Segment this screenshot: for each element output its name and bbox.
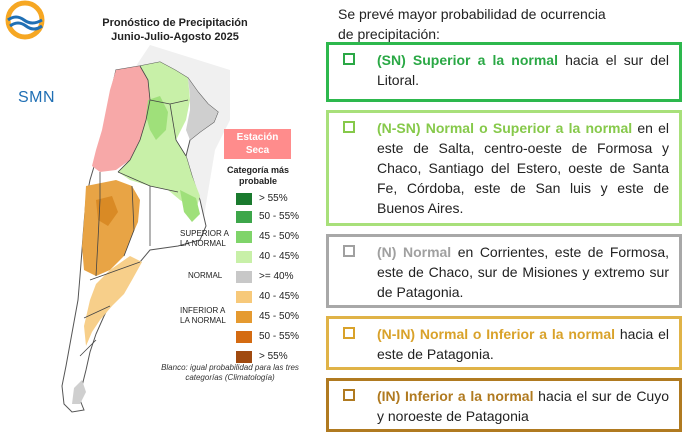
intro-line1: Se prevé mayor probabilidad de ocurrenci…: [338, 6, 606, 22]
note-line2: categorías (Climatología): [185, 373, 275, 382]
category-description: hacia el este de Patagonia.: [377, 326, 669, 362]
legend-label: 50 - 55%: [259, 211, 300, 222]
argentina-map: [61, 45, 230, 413]
category-description: hacia el sur de Cuyo y noroeste de Patag…: [377, 388, 669, 424]
smn-logo-text: SMN: [18, 89, 56, 106]
intro-line2: de precipitación:: [338, 26, 440, 42]
category-box: (N-SN) Normal o Superior a la normal en …: [326, 110, 682, 226]
legend-label: >= 40%: [259, 271, 294, 282]
category-description: en el este de Salta, centro-oeste de For…: [377, 120, 669, 216]
map-title-line1: Pronóstico de Precipitación: [102, 17, 248, 29]
region-superior-litoral: [180, 190, 200, 222]
dry-station-line1: Estación: [236, 132, 279, 143]
legend-group-inferior: INFERIOR A LA NORMAL: [180, 306, 226, 326]
legend-label: 40 - 45%: [259, 251, 300, 262]
legend-swatch: [236, 231, 252, 243]
legend-heading-line2: probable: [238, 176, 277, 186]
forecast-map-panel: Pronóstico de Precipitación Junio-Julio-…: [0, 0, 320, 441]
category-lead: (SN) Superior a la normal: [377, 52, 558, 68]
map-title: Pronóstico de Precipitación Junio-Julio-…: [60, 16, 290, 44]
legend-swatch: [236, 193, 252, 205]
legend-group-superior: SUPERIOR A LA NORMAL: [180, 229, 229, 249]
region-normal-south: [72, 380, 86, 404]
climatology-note: Blanco: igual probabilidad para las tres…: [140, 363, 320, 383]
legend-swatch: [236, 311, 252, 323]
category-lead: (N-IN) Normal o Inferior a la normal: [377, 326, 616, 342]
legend-swatch: [236, 211, 252, 223]
legend-group-superior-line1: SUPERIOR A: [180, 229, 229, 238]
category-description: hacia el sur del Litoral.: [377, 52, 669, 88]
checkbox-icon: [343, 245, 355, 257]
legend-label: 45 - 50%: [259, 231, 300, 242]
category-box: (IN) Inferior a la normal hacia el sur d…: [326, 378, 682, 432]
legend-group-normal: NORMAL: [188, 271, 223, 280]
legend-swatch: [236, 351, 252, 363]
category-lead: (N) Normal: [377, 244, 452, 260]
province-borders: [79, 65, 189, 357]
checkbox-icon: [343, 53, 355, 65]
legend-swatch: [236, 251, 252, 263]
note-line1: Blanco: igual probabilidad para las tres: [161, 363, 299, 372]
legend-swatch: [236, 291, 252, 303]
region-normal-or-inferior: [84, 256, 142, 346]
category-box: (N-IN) Normal o Inferior a la normal hac…: [326, 316, 682, 370]
category-lead: (N-SN) Normal o Superior a la normal: [377, 120, 633, 136]
checkbox-icon: [343, 121, 355, 133]
legend-label: > 55%: [259, 193, 288, 204]
legend-heading: Categoría más probable: [218, 165, 298, 187]
region-superior: [146, 96, 168, 140]
legend-label: 40 - 45%: [259, 291, 300, 302]
legend-label: 45 - 50%: [259, 311, 300, 322]
region-dry-station: [92, 66, 150, 172]
smn-logo-icon: [5, 0, 45, 40]
map-title-line2: Junio-Julio-Agosto 2025: [111, 31, 239, 43]
legend-swatch: [236, 271, 252, 283]
legend-heading-line1: Categoría más: [226, 165, 290, 175]
legend-swatch: [236, 331, 252, 343]
checkbox-icon: [343, 389, 355, 401]
legend-group-superior-line2: LA NORMAL: [180, 239, 226, 248]
category-box: (SN) Superior a la normal hacia el sur d…: [326, 42, 682, 102]
explanation-panel: Se prevé mayor probabilidad de ocurrenci…: [320, 0, 688, 441]
legend-group-inferior-line1: INFERIOR A: [180, 306, 226, 315]
checkbox-icon: [343, 327, 355, 339]
legend-label: > 55%: [259, 351, 288, 362]
category-lead: (IN) Inferior a la normal: [377, 388, 534, 404]
region-inferior-strong: [96, 196, 118, 226]
intro-text: Se prevé mayor probabilidad de ocurrenci…: [338, 4, 678, 44]
dry-station-label: Estación Seca: [224, 129, 291, 159]
dry-station-line2: Seca: [245, 145, 270, 156]
category-box: (N) Normal en Corrientes, este de Formos…: [326, 234, 682, 308]
region-normal-ne: [186, 78, 218, 140]
legend-label: 50 - 55%: [259, 331, 300, 342]
legend-group-inferior-line2: LA NORMAL: [180, 316, 226, 325]
category-description: en Corrientes, este de Formosa, este de …: [377, 244, 670, 300]
